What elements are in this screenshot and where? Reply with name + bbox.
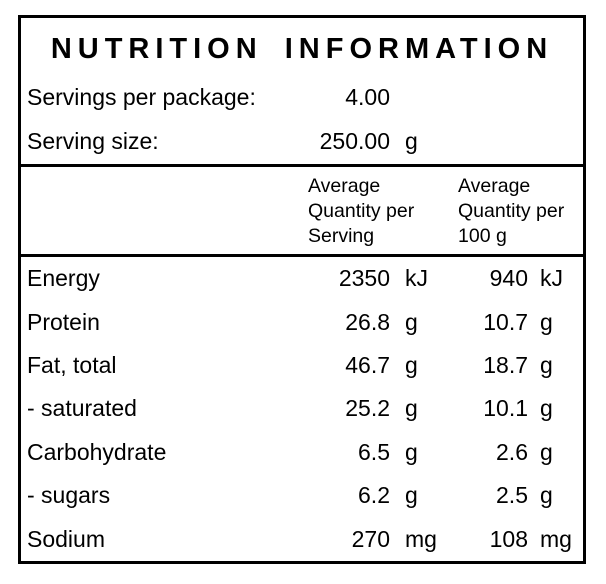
- nutrition-information-panel: NUTRITION INFORMATION Servings per packa…: [18, 15, 586, 564]
- per-100g-unit: kJ: [540, 265, 563, 292]
- nutrient-name: Protein: [27, 308, 100, 335]
- per-100g-unit: mg: [540, 525, 572, 552]
- per-serving-value: 6.2: [358, 482, 390, 509]
- per-100g-column-header: Average Quantity per 100 g: [458, 175, 565, 247]
- per-100g-unit: g: [540, 438, 553, 465]
- per-serving-unit: g: [405, 395, 418, 422]
- per-serving-column-header: Average Quantity per Serving: [308, 175, 415, 247]
- servings-per-package-row: Servings per package: 4.00: [21, 75, 583, 119]
- serving-size-value: 250.00: [319, 127, 390, 154]
- table-row-sugars: - sugars 6.2 g 2.5 g: [21, 474, 583, 517]
- table-row-fat-total: Fat, total 46.7 g 18.7 g: [21, 344, 583, 387]
- table-row-sodium: Sodium 270 mg 108 mg: [21, 518, 583, 561]
- per-100g-unit: g: [540, 395, 553, 422]
- serving-info-section: NUTRITION INFORMATION Servings per packa…: [21, 18, 583, 167]
- per-serving-unit: g: [405, 308, 418, 335]
- per-100g-value: 18.7: [483, 352, 528, 379]
- per-serving-unit: g: [405, 352, 418, 379]
- serving-size-label: Serving size:: [27, 127, 159, 154]
- nutrient-name: Sodium: [27, 525, 105, 552]
- per-serving-value: 6.5: [358, 438, 390, 465]
- per-serving-value: 46.7: [345, 352, 390, 379]
- nutrient-name: Fat, total: [27, 352, 117, 379]
- table-row-carbohydrate: Carbohydrate 6.5 g 2.6 g: [21, 431, 583, 474]
- per-serving-unit: g: [405, 482, 418, 509]
- per-serving-value: 25.2: [345, 395, 390, 422]
- nutrient-name: - saturated: [27, 395, 137, 422]
- per-100g-value: 108: [489, 525, 528, 552]
- per-serving-unit: mg: [405, 525, 437, 552]
- serving-size-row: Serving size: 250.00 g: [21, 119, 583, 163]
- per-serving-value: 2350: [338, 265, 390, 292]
- per-serving-unit: g: [405, 438, 418, 465]
- nutrient-table-body: Energy 2350 kJ 940 kJ Protein 26.8 g 10.…: [21, 257, 583, 561]
- servings-per-package-value: 4.00: [345, 83, 390, 110]
- per-100g-unit: g: [540, 308, 553, 335]
- per-serving-unit: kJ: [405, 265, 428, 292]
- nutrient-name: Energy: [27, 265, 100, 292]
- per-100g-value: 10.7: [483, 308, 528, 335]
- table-row-protein: Protein 26.8 g 10.7 g: [21, 300, 583, 343]
- serving-size-unit: g: [405, 127, 418, 154]
- empty-header-cell: [21, 174, 305, 249]
- servings-per-package-label: Servings per package:: [27, 83, 256, 110]
- nutrient-name: Carbohydrate: [27, 438, 167, 465]
- per-100g-unit: g: [540, 352, 553, 379]
- per-serving-value: 270: [351, 525, 390, 552]
- per-100g-value: 2.6: [496, 438, 528, 465]
- table-row-saturated: - saturated 25.2 g 10.1 g: [21, 387, 583, 430]
- per-100g-value: 10.1: [483, 395, 528, 422]
- per-100g-value: 2.5: [496, 482, 528, 509]
- per-100g-value: 940: [489, 265, 528, 292]
- per-serving-value: 26.8: [345, 308, 390, 335]
- table-row-energy: Energy 2350 kJ 940 kJ: [21, 257, 583, 300]
- nutrient-name: - sugars: [27, 482, 111, 509]
- column-headers-row: Average Quantity per Serving Average Qua…: [21, 167, 583, 257]
- panel-title: NUTRITION INFORMATION: [50, 32, 554, 65]
- per-100g-unit: g: [540, 482, 553, 509]
